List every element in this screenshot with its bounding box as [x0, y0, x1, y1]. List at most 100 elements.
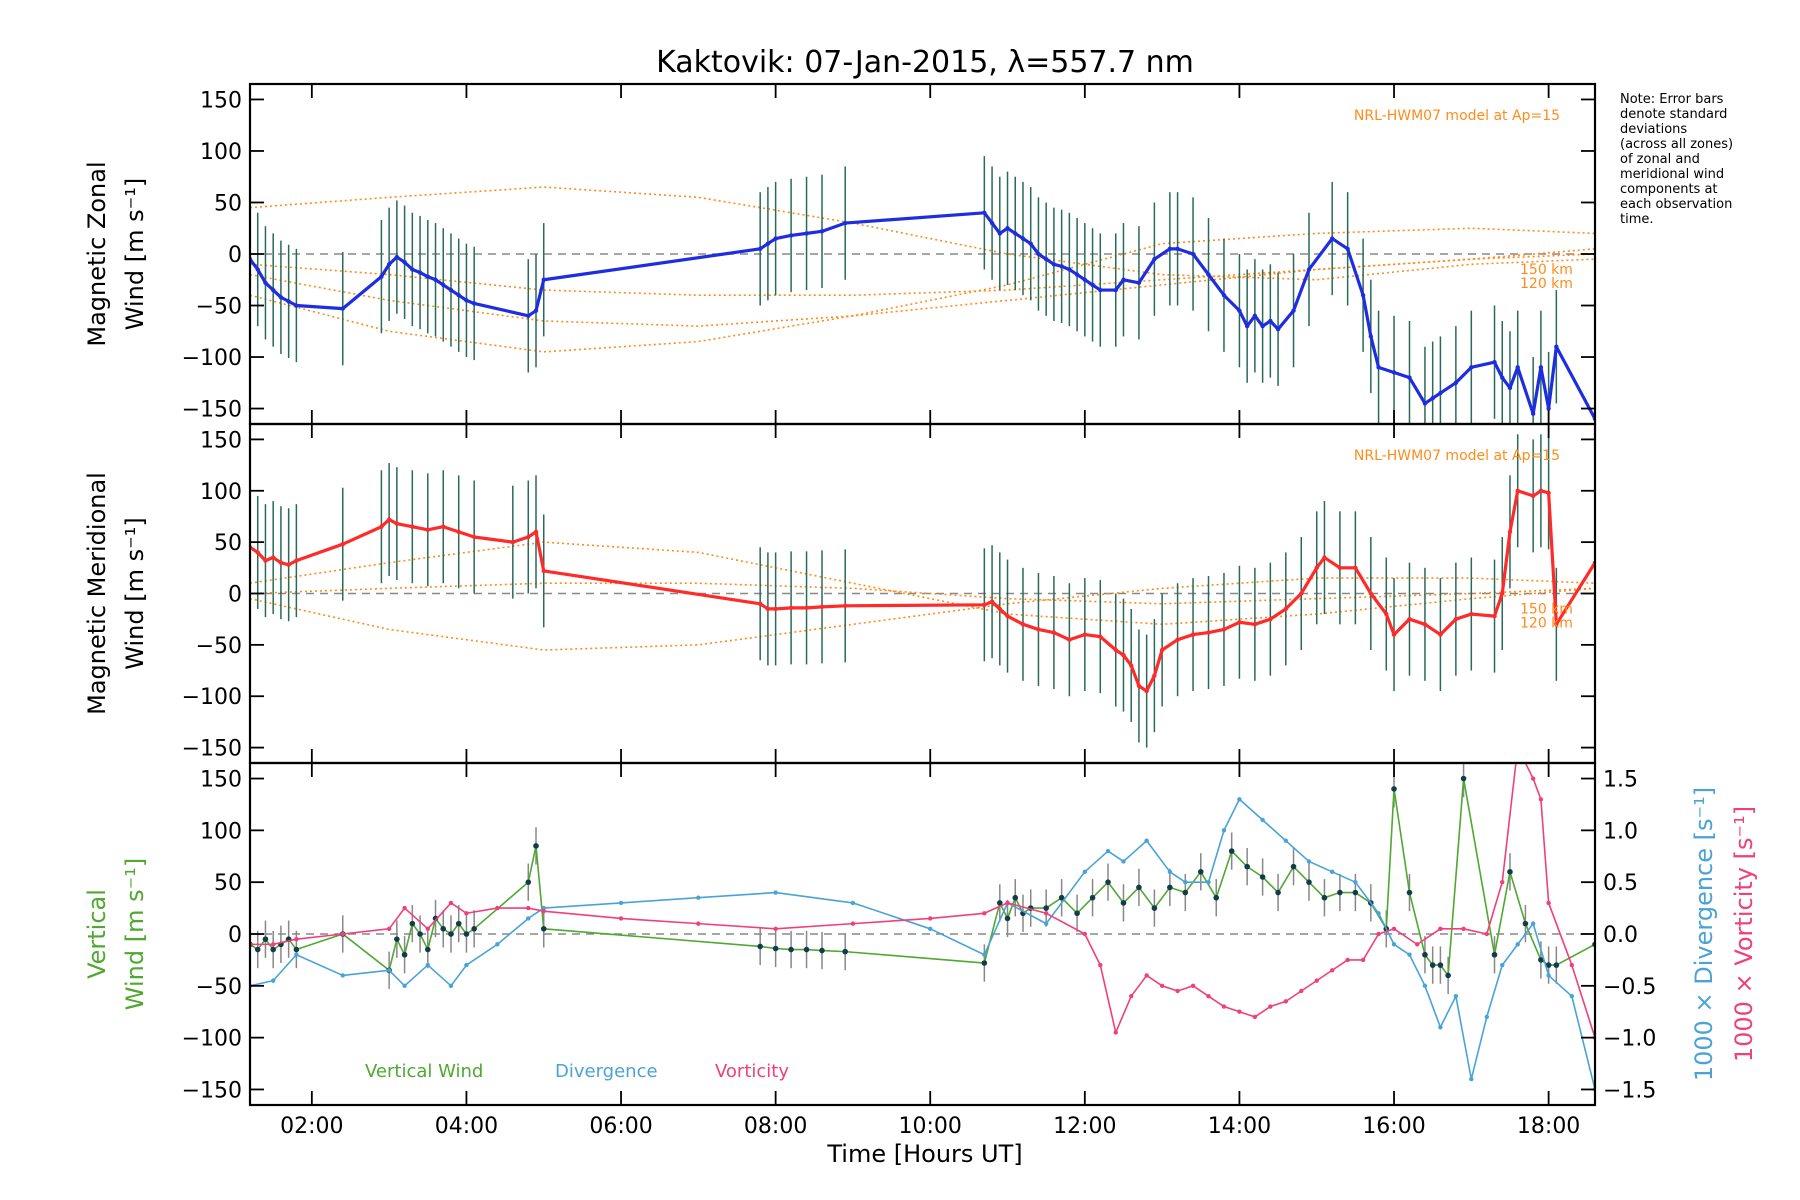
data-point [773, 606, 778, 612]
note-line: of zonal and [1620, 152, 1700, 167]
data-point [788, 233, 794, 238]
model-label: NRL-HWM07 model at Ap=15 [1354, 108, 1560, 124]
data-point [1082, 869, 1088, 875]
data-point [270, 555, 276, 560]
data-point [1391, 942, 1397, 947]
x-tick-label: 04:00 [435, 1114, 498, 1139]
data-point [441, 282, 446, 288]
data-point [340, 306, 345, 311]
data-point [471, 301, 477, 306]
data-point [1221, 627, 1227, 632]
data-point [1013, 231, 1018, 236]
data-point [1082, 277, 1088, 282]
data-point [1384, 611, 1389, 617]
model-altitude-label: 120 km [1520, 276, 1573, 292]
data-point [464, 962, 469, 968]
data-point [1515, 942, 1520, 947]
data-point [1206, 993, 1211, 999]
data-point [989, 599, 995, 604]
data-point [1469, 1076, 1474, 1082]
model-label: NRL-HWM07 model at Ap=15 [1354, 448, 1560, 464]
data-point [526, 916, 531, 921]
data-point [425, 926, 430, 932]
data-point [340, 973, 345, 978]
data-point [379, 274, 384, 279]
data-point [1020, 236, 1026, 241]
right-y-tick-label: −1.5 [1603, 1078, 1656, 1103]
data-point [1183, 879, 1188, 885]
y-axis-title-line2: Wind [m s⁻¹] [121, 517, 149, 669]
right-y-tick-label: −0.5 [1603, 975, 1656, 1000]
y-tick-label: −100 [182, 1027, 242, 1052]
data-point [757, 601, 763, 606]
data-point [1144, 973, 1149, 978]
data-point [1407, 952, 1412, 957]
data-point [843, 220, 848, 226]
data-point [1175, 246, 1180, 252]
data-point [1353, 565, 1358, 571]
data-point [1105, 848, 1111, 854]
data-point [819, 947, 825, 954]
data-point [1167, 884, 1173, 891]
data-point [402, 260, 407, 265]
data-point [1244, 863, 1250, 870]
data-point [1391, 786, 1397, 792]
data-point [1129, 993, 1134, 999]
data-point [1515, 365, 1520, 370]
data-point [1098, 962, 1103, 968]
data-point [1043, 911, 1049, 916]
y-tick-label: −150 [182, 1078, 242, 1103]
series-line-zonal [250, 211, 1595, 420]
data-point [471, 926, 477, 932]
data-point [757, 246, 763, 252]
y-tick-label: 150 [200, 88, 242, 113]
note-line: Note: Error bars [1620, 92, 1724, 107]
data-point [982, 952, 987, 957]
data-point [1167, 869, 1173, 875]
data-point [1391, 632, 1397, 637]
y-tick-label: 0 [228, 923, 242, 948]
data-point [1329, 236, 1335, 241]
data-point [928, 916, 933, 921]
data-point [495, 942, 500, 947]
error-bar-note: Note: Error bars denote standard deviation… [1620, 92, 1733, 227]
right-axis-title-vorticity: 1000 × Vorticity [s⁻¹] [1730, 806, 1758, 1062]
data-point [286, 562, 291, 567]
data-point [1569, 993, 1575, 999]
data-point [541, 568, 546, 574]
y-tick-label: 0 [228, 583, 242, 608]
data-point [1530, 493, 1536, 499]
data-point [1206, 272, 1211, 277]
series-line-vorticity [250, 763, 1595, 1038]
data-point [1538, 365, 1544, 370]
data-point [1259, 874, 1266, 880]
data-point [1012, 894, 1019, 901]
data-point [1113, 1030, 1118, 1035]
data-point [618, 916, 624, 921]
x-tick-label: 10:00 [899, 1114, 962, 1139]
data-point [803, 946, 810, 953]
data-point [1314, 565, 1319, 571]
data-point [386, 968, 392, 973]
legend-item: Divergence [555, 1061, 658, 1082]
x-tick-label: 02:00 [280, 1114, 343, 1139]
data-point [1136, 884, 1142, 891]
data-point [1136, 683, 1142, 689]
data-point [379, 524, 384, 529]
data-point [425, 527, 430, 533]
data-point [424, 946, 431, 953]
data-point [1291, 308, 1296, 313]
data-point [1268, 616, 1273, 622]
data-point [541, 905, 546, 911]
data-point [448, 983, 454, 989]
data-point [1082, 931, 1088, 937]
data-point [982, 210, 987, 215]
data-point [1407, 375, 1412, 380]
series-line-divergence [250, 798, 1595, 1090]
data-point [1190, 632, 1196, 637]
data-point [495, 905, 500, 911]
note-line: meridional wind [1620, 167, 1724, 182]
data-point [1120, 900, 1127, 906]
note-line: denote standard [1620, 107, 1727, 122]
data-point [1074, 272, 1080, 277]
